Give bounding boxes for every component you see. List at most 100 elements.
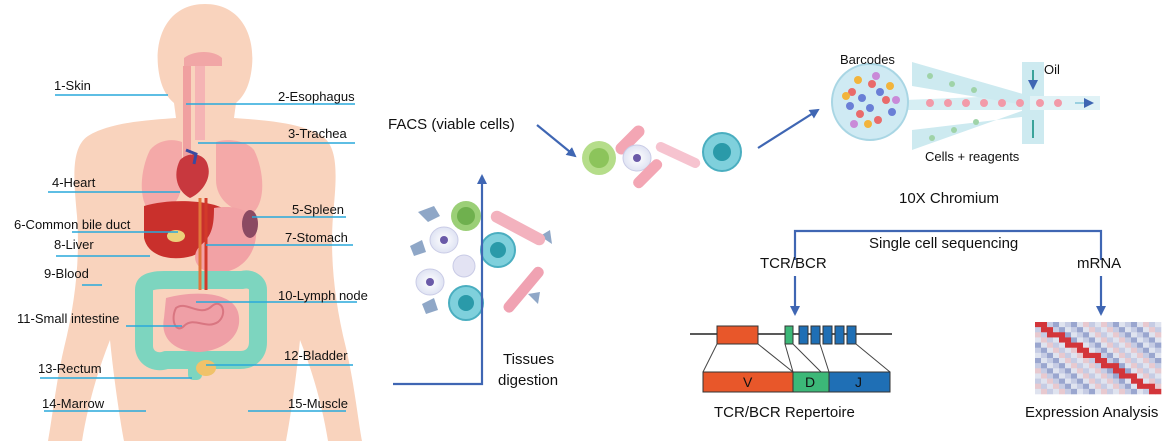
heatmap-cell bbox=[1065, 347, 1072, 354]
heatmap-cell bbox=[1065, 373, 1072, 379]
heatmap-cell bbox=[1143, 352, 1150, 359]
heatmap-cell bbox=[1041, 388, 1048, 395]
heatmap-cell bbox=[1149, 342, 1156, 349]
heatmap-cell bbox=[1041, 352, 1048, 359]
heatmap-cell bbox=[1113, 322, 1120, 328]
heatmap-cell bbox=[1047, 342, 1054, 349]
heatmap-cell bbox=[1101, 363, 1108, 369]
heatmap-cell bbox=[1143, 327, 1150, 333]
heatmap-cell bbox=[1089, 332, 1096, 338]
heatmap-cell bbox=[1107, 363, 1114, 369]
heatmap-cell bbox=[1035, 358, 1042, 364]
heatmap-cell bbox=[1047, 378, 1054, 385]
large-intestine bbox=[135, 270, 267, 371]
heatmap-cell bbox=[1077, 378, 1084, 385]
heatmap-cell bbox=[1131, 373, 1138, 379]
heatmap-cell bbox=[1155, 332, 1162, 338]
heatmap-cell bbox=[1071, 337, 1078, 343]
heatmap-cell bbox=[1131, 337, 1138, 343]
heatmap-cell bbox=[1095, 342, 1102, 349]
heatmap-cell bbox=[1077, 373, 1084, 379]
expression-caption: Expression Analysis bbox=[1025, 404, 1159, 421]
heatmap-cell bbox=[1125, 332, 1132, 338]
heatmap-cell bbox=[1149, 383, 1156, 390]
heatmap-cell bbox=[1059, 378, 1066, 385]
heatmap-cell bbox=[1125, 337, 1132, 343]
oil-label: Oil bbox=[1044, 62, 1060, 77]
human-body bbox=[48, 4, 362, 441]
heatmap-cell bbox=[1053, 332, 1060, 338]
heatmap-cell bbox=[1101, 327, 1108, 333]
heatmap-cell bbox=[1125, 373, 1132, 379]
heatmap-cell bbox=[1107, 347, 1114, 354]
heatmap-cell bbox=[1089, 383, 1096, 390]
tissues-label: Tissues bbox=[503, 351, 555, 368]
heatmap-cell bbox=[1035, 347, 1042, 354]
heart bbox=[176, 154, 209, 198]
heatmap-cell bbox=[1113, 378, 1120, 385]
heatmap-cell bbox=[1131, 383, 1138, 390]
heatmap-cell bbox=[1035, 337, 1042, 343]
heatmap-cell bbox=[1053, 347, 1060, 354]
heatmap-cell bbox=[1095, 327, 1102, 333]
heatmap-cell bbox=[1113, 347, 1120, 354]
organ-label-common-bile-duct: 6-Common bile duct bbox=[14, 217, 131, 232]
heatmap-cell bbox=[1149, 373, 1156, 379]
heatmap-cell bbox=[1143, 358, 1150, 364]
heatmap-cell bbox=[1041, 363, 1048, 369]
heatmap-cell bbox=[1113, 327, 1120, 333]
organ-label-heart: 4-Heart bbox=[52, 175, 96, 190]
heatmap-cell bbox=[1131, 342, 1138, 349]
heatmap-cell bbox=[1119, 337, 1126, 343]
heatmap-cell bbox=[1101, 332, 1108, 338]
heatmap-cell bbox=[1113, 332, 1120, 338]
heatmap-cell bbox=[1071, 388, 1078, 395]
heatmap-cell bbox=[1065, 388, 1072, 395]
heatmap-cell bbox=[1143, 342, 1150, 349]
heatmap-cell bbox=[1035, 388, 1042, 395]
heatmap-cell bbox=[1077, 388, 1084, 395]
heatmap-cell bbox=[1113, 363, 1120, 369]
gallbladder bbox=[167, 230, 185, 242]
heatmap-cell bbox=[1053, 388, 1060, 395]
heatmap-cell bbox=[1065, 322, 1072, 328]
heatmap-cell bbox=[1107, 378, 1114, 385]
heatmap-cell bbox=[1137, 368, 1144, 374]
heatmap-cell bbox=[1059, 327, 1066, 333]
heatmap-cell bbox=[1083, 363, 1090, 369]
heatmap-cell bbox=[1095, 352, 1102, 359]
heatmap-cell bbox=[1065, 327, 1072, 333]
heatmap-cell bbox=[1107, 368, 1114, 374]
segment-d-label: D bbox=[805, 374, 816, 390]
heatmap-cell bbox=[1083, 368, 1090, 374]
heatmap-cell bbox=[1077, 363, 1084, 369]
heatmap-cell bbox=[1101, 337, 1108, 343]
organ-label-small-intestine: 11-Small intestine bbox=[17, 311, 120, 326]
heatmap-cell bbox=[1101, 373, 1108, 379]
heatmap-cell bbox=[1125, 322, 1132, 328]
heatmap-cell bbox=[1101, 383, 1108, 390]
heatmap-cell bbox=[1095, 368, 1102, 374]
heatmap-cell bbox=[1137, 373, 1144, 379]
heatmap-cell bbox=[1065, 368, 1072, 374]
organ-pointers bbox=[40, 94, 357, 412]
heatmap-cell bbox=[1089, 352, 1096, 359]
heatmap-cell bbox=[1119, 347, 1126, 354]
heatmap-cell bbox=[1077, 368, 1084, 374]
heatmap-cell bbox=[1059, 322, 1066, 328]
heatmap-cell bbox=[1155, 327, 1162, 333]
heatmap-cell bbox=[1035, 368, 1042, 374]
organ-label-stomach: 7-Stomach bbox=[285, 230, 348, 245]
heatmap-cell bbox=[1059, 388, 1066, 395]
heatmap-cell bbox=[1155, 373, 1162, 379]
heatmap-cell bbox=[1101, 388, 1108, 395]
heatmap-cell bbox=[1149, 358, 1156, 364]
heatmap-cell bbox=[1143, 347, 1150, 354]
organ-label-skin: 1-Skin bbox=[54, 78, 91, 93]
heatmap-cell bbox=[1095, 373, 1102, 379]
heatmap-cell bbox=[1083, 378, 1090, 385]
heatmap-cell bbox=[1041, 373, 1048, 379]
heatmap-cell bbox=[1137, 363, 1144, 369]
heatmap-cell bbox=[1041, 383, 1048, 390]
